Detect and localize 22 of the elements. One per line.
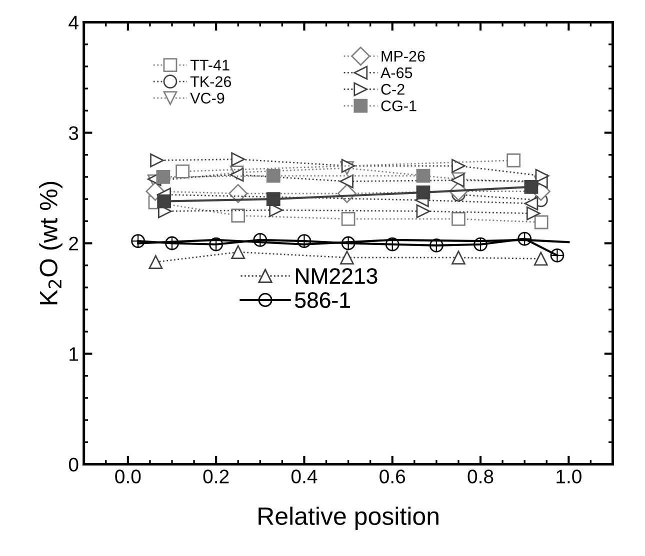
legend-label: MP-26 — [382, 50, 425, 62]
legend-label: VC-9 — [190, 92, 224, 104]
y-tick-label: 1 — [70, 347, 78, 361]
legend-label: 586-1 — [295, 292, 350, 308]
legend-label: C-2 — [381, 84, 404, 95]
x-tick-label: 0.2 — [203, 470, 229, 484]
legend-label: TT-41 — [190, 60, 230, 70]
y-tick-label: 4 — [68, 16, 78, 30]
legend-label: A-65 — [380, 67, 412, 78]
x-tick-label: 1.0 — [556, 470, 582, 484]
x-tick-label: 0.4 — [291, 470, 318, 484]
x-tick-label: 0.6 — [380, 470, 406, 484]
legend-label: CG-1 — [381, 100, 416, 112]
x-tick-label: 0.0 — [115, 470, 141, 484]
legend-label: TK-26 — [190, 76, 232, 88]
y-tick-label: 0 — [68, 458, 78, 472]
y-tick-label: 3 — [68, 126, 78, 140]
x-axis-title: Relative position — [258, 506, 438, 530]
y-axis-title: K$_{2}$O (wt %) — [39, 182, 62, 304]
x-tick-label: 0.8 — [468, 470, 494, 484]
legend-label: NM2213 — [296, 268, 378, 284]
y-tick-label: 2 — [69, 236, 78, 250]
